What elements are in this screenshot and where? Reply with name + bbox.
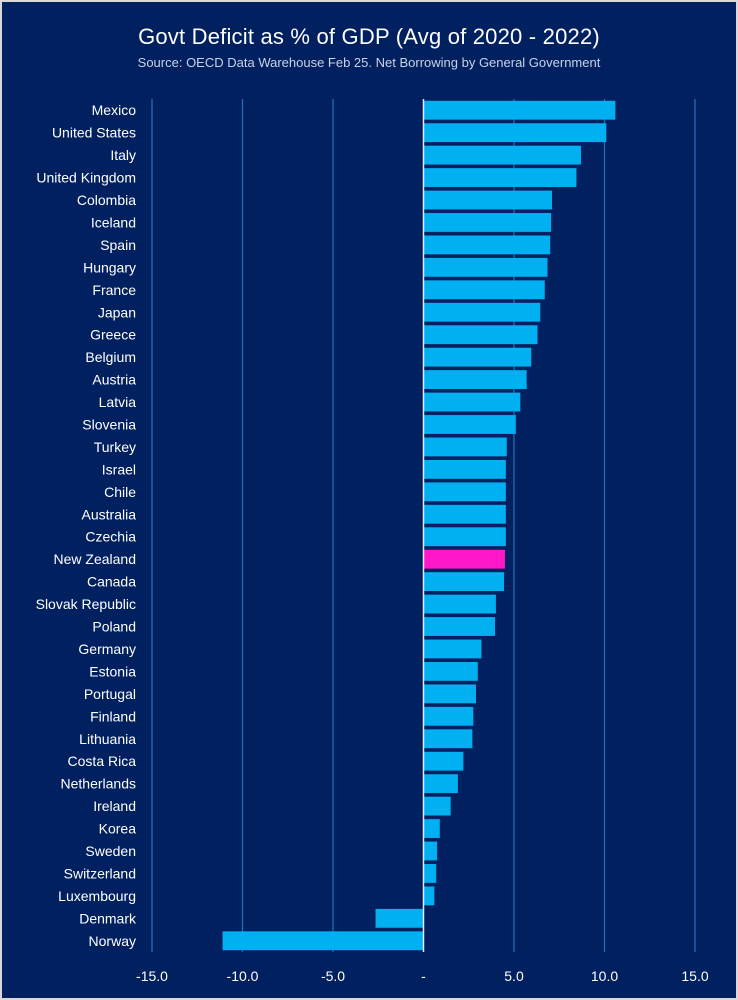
x-tick-label: 5.0: [504, 968, 524, 984]
x-tick-label: -15.0: [136, 968, 168, 984]
category-label: Estonia: [89, 663, 136, 679]
bar: [423, 841, 438, 861]
category-label: Colombia: [77, 192, 136, 208]
category-label: Canada: [87, 574, 136, 590]
bars: [222, 100, 616, 951]
bar: [423, 459, 506, 479]
category-label: Belgium: [85, 349, 136, 365]
bar: [423, 527, 506, 547]
bar: [423, 123, 607, 143]
category-label: Japan: [98, 304, 136, 320]
category-label: Austria: [92, 372, 136, 388]
bar: [423, 100, 616, 120]
category-label: France: [92, 282, 136, 298]
category-label: Norway: [89, 933, 136, 949]
x-axis-tick-labels: -15.0 -10.0 -5.0-5.0 10.0 15.0: [136, 968, 709, 984]
category-label: Spain: [100, 237, 136, 253]
category-label: Czechia: [85, 529, 136, 545]
bar: [423, 347, 532, 367]
category-label: Greece: [90, 327, 136, 343]
bar: [423, 864, 437, 883]
chart-title: Govt Deficit as % of GDP (Avg of 2020 - …: [138, 24, 600, 49]
category-label: Costa Rica: [68, 753, 137, 769]
category-label: Portugal: [84, 686, 136, 702]
category-label: Turkey: [94, 439, 136, 455]
category-label: United Kingdom: [36, 170, 136, 186]
bar: [423, 145, 581, 165]
bar: [423, 796, 451, 816]
bar: [423, 415, 516, 434]
category-label: Italy: [110, 147, 136, 163]
x-tick-label: 10.0: [591, 968, 618, 984]
category-label: Ireland: [93, 798, 136, 814]
bar: [423, 572, 505, 592]
category-label: Netherlands: [61, 776, 137, 792]
category-label: Luxembourg: [58, 888, 136, 904]
bar: [423, 684, 476, 704]
bar: [423, 302, 541, 322]
bar: [423, 729, 473, 749]
category-label: Poland: [92, 619, 136, 635]
category-label: Denmark: [79, 910, 137, 926]
x-tick-label: -10.0: [227, 968, 259, 984]
category-label: Slovenia: [82, 416, 136, 432]
bar: [423, 190, 553, 210]
bar: [423, 437, 507, 457]
bar: [423, 168, 577, 187]
category-label: Sweden: [85, 843, 136, 859]
x-tick-label: -: [421, 968, 426, 984]
category-label: Mexico: [92, 102, 137, 118]
category-label: Latvia: [99, 394, 137, 410]
category-label: Israel: [102, 461, 136, 477]
bar: [423, 774, 458, 794]
bar: [423, 819, 440, 838]
chart-subtitle: Source: OECD Data Warehouse Feb 25. Net …: [137, 55, 601, 70]
bar: [423, 886, 435, 906]
bar: [423, 639, 482, 659]
category-label: Slovak Republic: [36, 596, 136, 612]
category-label: Hungary: [83, 259, 136, 275]
bar: [222, 931, 424, 951]
bar: [423, 617, 495, 636]
category-label: Germany: [78, 641, 136, 657]
bar: [423, 325, 538, 345]
x-tick-label: 15.0: [681, 968, 708, 984]
bar: [423, 504, 506, 524]
bar: [423, 257, 548, 277]
category-label: New Zealand: [54, 551, 137, 567]
bar: [423, 235, 551, 255]
bar: [423, 280, 545, 300]
category-label: Iceland: [91, 214, 136, 230]
bar: [423, 661, 478, 681]
category-label: United States: [52, 125, 136, 141]
category-labels: Mexico United States Italy United Kingdom Co…: [36, 102, 137, 949]
bar: [423, 706, 474, 726]
category-label: Finland: [90, 708, 136, 724]
bar: [423, 370, 527, 390]
gridlines: [151, 99, 696, 952]
bar: [423, 213, 552, 232]
category-label: Australia: [82, 506, 137, 522]
bar: [423, 594, 496, 614]
bar: [375, 908, 424, 928]
x-tick-label: -5.0: [321, 968, 345, 984]
bar: [423, 392, 521, 412]
bar: [423, 482, 506, 502]
category-label: Korea: [99, 821, 137, 837]
category-label: Chile: [104, 484, 136, 500]
bar: [423, 751, 464, 771]
category-label: Switzerland: [64, 865, 136, 881]
bar: [423, 549, 505, 569]
category-label: Lithuania: [79, 731, 136, 747]
